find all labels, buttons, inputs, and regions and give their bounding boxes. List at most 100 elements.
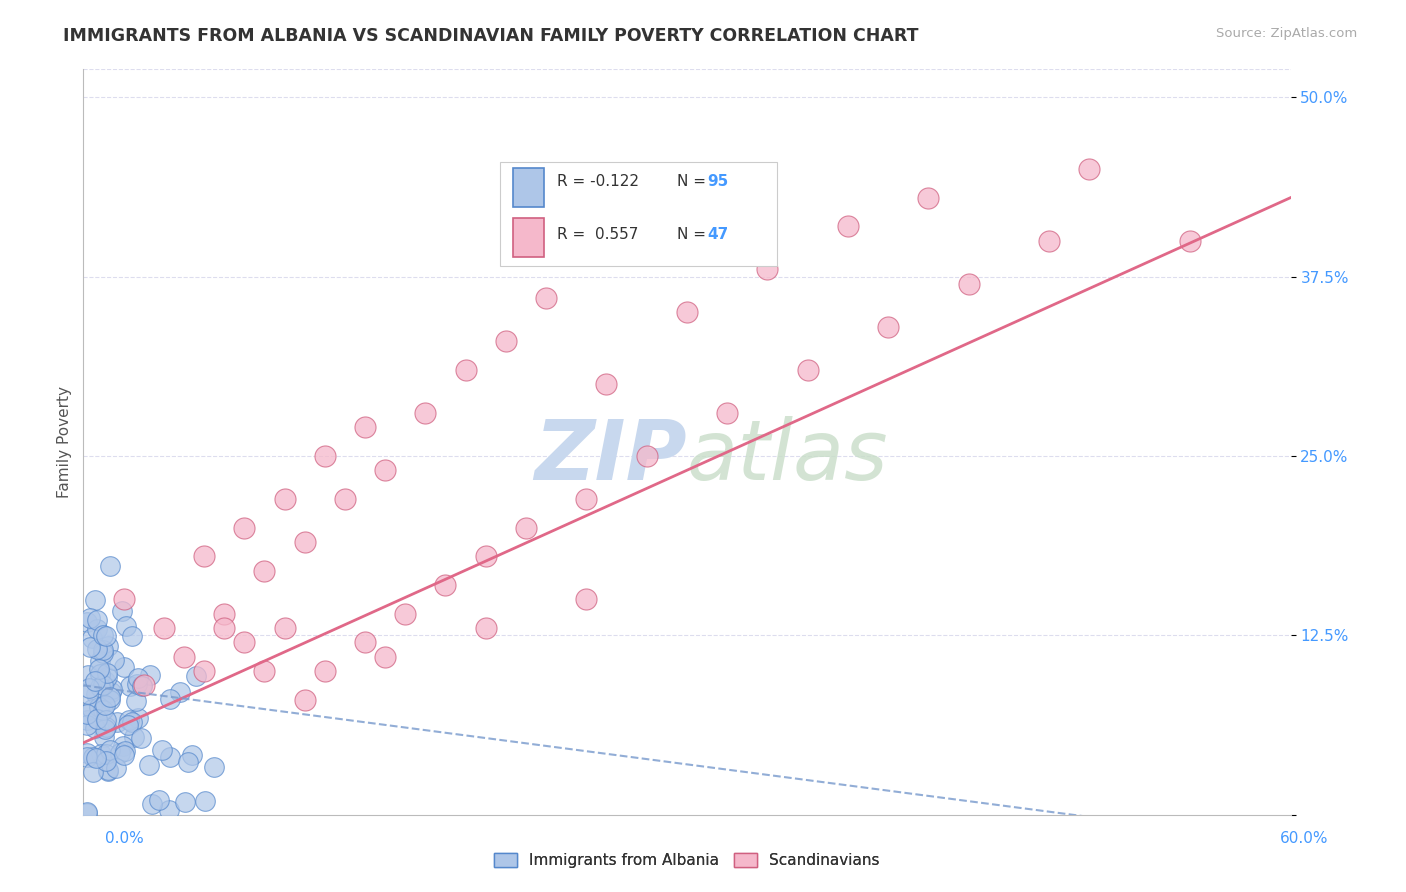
Point [122,730,145,744]
Point [138,758,160,772]
Point [76,615,98,629]
Text: 47: 47 [707,227,728,242]
Point [90,747,112,762]
Point [157,803,180,817]
Point [132,678,155,692]
Point [212,621,235,635]
Point [79,640,101,655]
Point [104,761,127,775]
Point [100,685,122,699]
Point [193,664,215,678]
FancyBboxPatch shape [513,168,544,207]
Point [474,621,496,635]
Point [139,668,162,682]
Point [575,491,598,506]
Point [194,794,217,808]
Point [636,449,658,463]
Point [121,714,143,729]
Point [150,743,173,757]
Point [97,639,120,653]
Point [84,687,107,701]
Point [212,607,235,621]
Point [877,319,900,334]
Point [97,763,120,777]
Point [86,712,108,726]
Point [434,578,457,592]
Point [84,751,107,765]
Point [180,747,202,762]
Point [108,746,131,760]
Text: IMMIGRANTS FROM ALBANIA VS SCANDINAVIAN FAMILY POVERTY CORRELATION CHART: IMMIGRANTS FROM ALBANIA VS SCANDINAVIAN … [63,27,918,45]
Point [125,693,148,707]
Point [84,674,107,689]
Point [595,377,617,392]
Point [294,535,316,549]
Point [917,191,939,205]
Point [115,619,138,633]
Point [91,702,114,716]
Point [173,795,195,809]
Point [76,746,98,760]
Point [86,623,108,637]
Point [89,654,111,668]
Point [127,671,149,685]
Point [233,635,256,649]
Point [394,607,416,621]
Point [177,755,200,769]
Point [77,668,100,682]
Point [80,702,103,716]
Point [76,706,98,721]
Point [82,750,104,764]
Point [94,747,117,761]
Point [121,629,143,643]
Point [796,363,818,377]
Text: R = -0.122: R = -0.122 [557,175,638,189]
Point [273,491,295,506]
Point [112,592,135,607]
Point [415,406,437,420]
Point [112,747,135,762]
Point [97,764,120,779]
Point [98,690,121,705]
Text: ZIP: ZIP [534,416,688,497]
Point [127,677,149,691]
Point [86,641,108,656]
Point [273,621,295,635]
Point [77,687,100,701]
Point [354,420,377,434]
Point [77,681,100,695]
Text: Source: ZipAtlas.com: Source: ZipAtlas.com [1216,27,1357,40]
Point [173,649,195,664]
Point [129,731,152,745]
Y-axis label: Family Poverty: Family Poverty [58,385,72,498]
Point [515,521,537,535]
Point [117,717,139,731]
Point [105,714,128,729]
Text: N =: N = [678,227,711,242]
Point [716,406,738,420]
Point [89,667,111,681]
Point [131,679,153,693]
Point [98,693,121,707]
Point [76,750,98,764]
Point [159,750,181,764]
Point [76,713,98,727]
Point [101,681,124,696]
Point [91,628,114,642]
Point [1078,161,1101,176]
Point [131,678,153,692]
Point [314,664,336,678]
Point [114,744,136,758]
Point [98,743,121,757]
Point [294,693,316,707]
Point [76,805,98,819]
Point [184,669,207,683]
Point [333,491,356,506]
Point [152,621,174,635]
Point [169,685,191,699]
Point [91,646,114,660]
Point [93,730,115,744]
Point [76,806,98,821]
Point [94,698,117,712]
Point [82,764,104,779]
